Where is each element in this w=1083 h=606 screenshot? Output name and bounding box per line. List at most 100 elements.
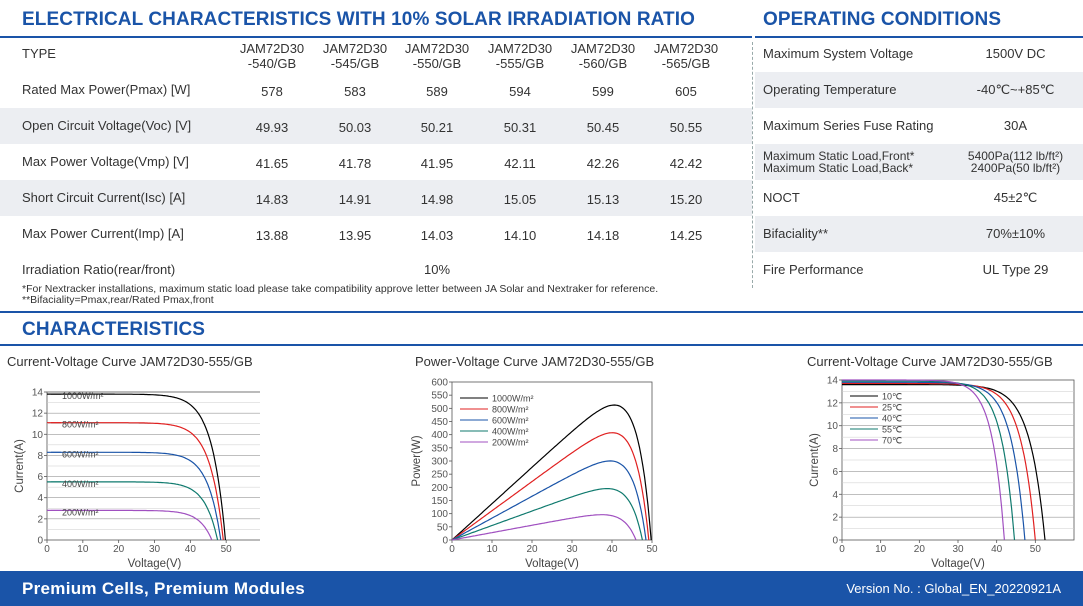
model-name: JAM72D30	[404, 41, 470, 56]
legend-label: 25℃	[882, 403, 902, 413]
y-tick-label: 550	[431, 391, 448, 402]
y-axis-label: Current(A)	[14, 439, 26, 493]
x-tick-label: 40	[606, 544, 618, 555]
spec-value: 15.13	[586, 192, 620, 207]
x-tick-label: 40	[991, 544, 1003, 555]
operating-label: Maximum System Voltage	[763, 46, 914, 61]
legend-label: 1000W/m²	[62, 391, 104, 401]
legend-label: 200W/m²	[492, 438, 529, 448]
spec-label: Max Power Voltage(Vmp) [V]	[22, 154, 189, 169]
spec-value: 594	[509, 84, 531, 99]
y-tick-label: 12	[827, 398, 839, 409]
y-tick-label: 100	[431, 509, 448, 520]
model-name: JAM72D30	[570, 41, 636, 56]
characteristics-title: CHARACTERISTICS	[22, 319, 206, 340]
x-axis-label: Voltage(V)	[128, 558, 182, 570]
spec-value: 50.03	[338, 120, 372, 135]
model-header: JAM72D30 -550/GB	[402, 41, 472, 71]
spec-value: 14.91	[338, 192, 372, 207]
operating-row: Maximum System Voltage 1500V DC	[755, 36, 1083, 72]
y-tick-label: 6	[832, 467, 838, 478]
model-suffix: -560/GB	[578, 56, 628, 71]
operating-label: Operating Temperature	[763, 82, 897, 97]
operating-label: Bifaciality**	[763, 226, 829, 241]
series-line	[451, 432, 650, 541]
operating-value: 30A	[1003, 118, 1028, 133]
series-line	[451, 460, 647, 541]
model-name: JAM72D30	[653, 41, 719, 56]
series-line	[842, 380, 1016, 541]
y-tick-label: 14	[32, 388, 44, 399]
y-tick-label: 8	[37, 451, 43, 462]
spec-value: 583	[344, 84, 366, 99]
model-header: JAM72D30 -540/GB	[237, 41, 307, 71]
footnote-nextracker: *For Nextracker installations, maximum s…	[22, 283, 659, 295]
series-line	[47, 422, 224, 541]
x-tick-label: 20	[914, 544, 926, 555]
series-line	[842, 382, 1036, 541]
operating-value: UL Type 29	[982, 262, 1049, 277]
model-suffix: -550/GB	[412, 56, 462, 71]
legend-label: 600W/m²	[492, 416, 529, 426]
spec-row: Open Circuit Voltage(Voc) [V] 49.93 50.03 5…	[0, 108, 752, 144]
spec-value: 13.95	[338, 228, 372, 243]
spec-value: 605	[675, 84, 697, 99]
series-line	[451, 404, 652, 541]
irradiation-label: Irradiation Ratio(rear/front)	[22, 262, 176, 277]
x-tick-label: 10	[77, 544, 89, 555]
spec-value: 49.93	[255, 120, 289, 135]
y-tick-label: 12	[32, 409, 44, 420]
y-axis-label: Power(W)	[411, 435, 423, 486]
y-tick-label: 10	[827, 421, 839, 432]
spec-label: Max Power Current(Imp) [A]	[22, 226, 184, 241]
characteristics-title-rule	[0, 344, 1083, 346]
series-line	[47, 481, 219, 541]
operating-label: NOCT	[763, 190, 800, 205]
spec-value: 578	[261, 84, 283, 99]
model-name: JAM72D30	[487, 41, 553, 56]
model-header: JAM72D30 -545/GB	[320, 41, 390, 71]
x-tick-label: 10	[486, 544, 498, 555]
x-tick-label: 50	[646, 544, 658, 555]
x-axis-label: Voltage(V)	[525, 558, 579, 570]
footnote-bifaciality: **Bifaciality=Pmax,rear/Rated Pmax,front	[22, 294, 214, 306]
spec-value: 13.88	[255, 228, 289, 243]
spec-label: Rated Max Power(Pmax) [W]	[22, 82, 191, 97]
spec-value: 599	[592, 84, 614, 99]
y-tick-label: 0	[37, 536, 43, 547]
spec-value: 50.31	[503, 120, 537, 135]
model-suffix: -555/GB	[495, 56, 545, 71]
characteristics-top-rule	[0, 311, 1083, 313]
model-header: JAM72D30 -560/GB	[568, 41, 638, 71]
spec-value: 41.78	[338, 156, 372, 171]
column-divider	[752, 42, 754, 288]
irradiation-value: 10%	[423, 262, 451, 277]
legend-label: 800W/m²	[62, 420, 99, 430]
spec-value: 42.11	[504, 156, 536, 171]
spec-row: Rated Max Power(Pmax) [W] 578 583 589 594 599…	[0, 72, 752, 108]
x-tick-label: 50	[1030, 544, 1042, 555]
spec-value: 14.98	[420, 192, 454, 207]
y-tick-label: 8	[832, 444, 838, 455]
operating-value: 1500V DC	[985, 46, 1046, 61]
model-suffix: -540/GB	[247, 56, 297, 71]
model-header: JAM72D30 -555/GB	[485, 41, 555, 71]
spec-value: 41.95	[420, 156, 454, 171]
spec-label: Short Circuit Current(Isc) [A]	[22, 190, 186, 205]
operating-row: Maximum Static Load,Front* 5400Pa(112 lb/…	[755, 144, 1083, 180]
series-line	[451, 487, 643, 541]
x-tick-label: 0	[44, 544, 50, 555]
spec-value: 50.21	[420, 120, 454, 135]
x-tick-label: 40	[185, 544, 197, 555]
operating-label: Fire Performance	[763, 262, 864, 277]
operating-row: Maximum Series Fuse Rating 30A	[755, 108, 1083, 144]
operating-value: 70%±10%	[985, 226, 1046, 241]
x-tick-label: 20	[526, 544, 538, 555]
model-suffix: -545/GB	[330, 56, 380, 71]
spec-value: 42.42	[669, 156, 703, 171]
series-line	[47, 393, 226, 541]
plot-frame	[451, 381, 653, 541]
footer-version: Version No. : Global_EN_20220921A	[846, 581, 1061, 596]
y-tick-label: 200	[431, 483, 448, 494]
operating-value: 5400Pa(112 lb/ft²)	[967, 149, 1064, 163]
